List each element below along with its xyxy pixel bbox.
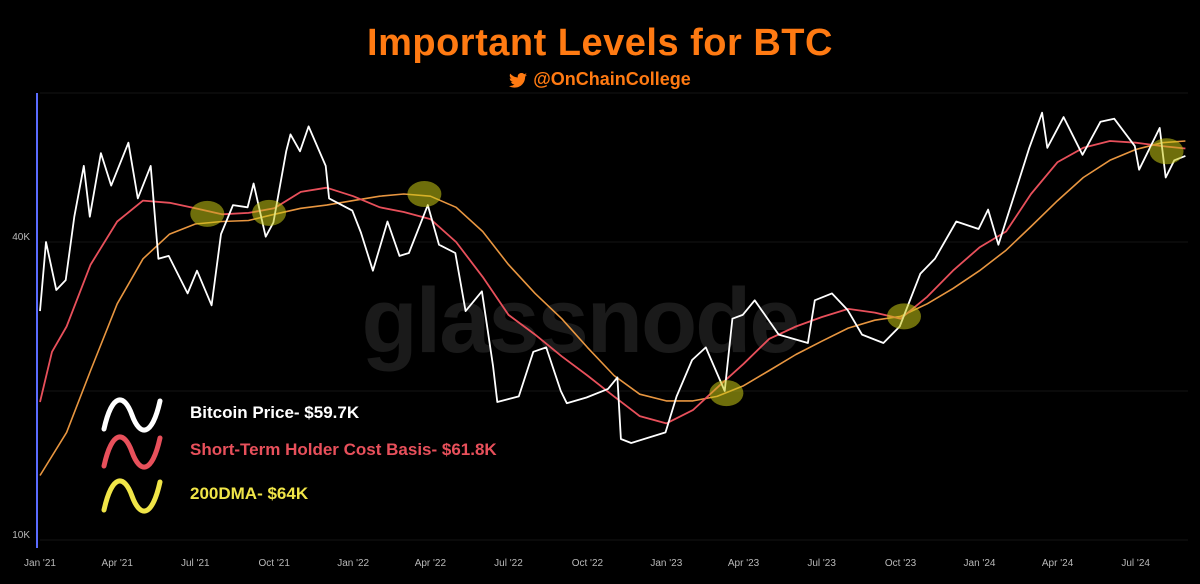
wave-icon [101, 397, 163, 433]
x-tick-label: Oct '23 [885, 558, 917, 569]
chart-title: Important Levels for BTC [367, 22, 833, 64]
x-tick-label: Apr '22 [415, 558, 447, 569]
x-tick-label: Oct '22 [572, 558, 604, 569]
x-tick-label: Jan '21 [24, 558, 56, 569]
y-tick-label: 40K [12, 232, 30, 243]
y-tick-labels: 10K 40K [12, 232, 30, 541]
x-tick-label: Jul '23 [807, 558, 836, 569]
x-tick-label: Jul '21 [181, 558, 210, 569]
x-tick-labels: Jan '21 Apr '21 Jul '21 Oct '21 Jan '22 Apr '… [24, 558, 1150, 569]
legend-label: Bitcoin Price- $59.7K [190, 403, 360, 422]
highlight-markers [190, 138, 1184, 407]
x-tick-label: Jan '24 [964, 558, 996, 569]
author-handle[interactable]: @OnChainCollege [0, 69, 1200, 93]
x-tick-label: Jan '22 [337, 558, 369, 569]
x-tick-label: Oct '21 [259, 558, 291, 569]
wave-icon [101, 478, 163, 514]
x-tick-label: Apr '21 [102, 558, 134, 569]
handle-text: @OnChainCollege [533, 69, 691, 89]
legend-label: 200DMA- $64K [190, 484, 309, 503]
x-tick-label: Apr '24 [1042, 558, 1074, 569]
x-tick-label: Jul '22 [494, 558, 523, 569]
y-tick-label: 10K [12, 530, 30, 541]
x-tick-label: Jul '24 [1121, 558, 1150, 569]
gridlines [40, 92, 1188, 541]
x-tick-label: Jan '23 [650, 558, 682, 569]
x-tick-label: Apr '23 [728, 558, 760, 569]
highlight-marker [709, 380, 744, 407]
highlight-marker [190, 200, 225, 227]
watermark: glassnode [361, 270, 798, 372]
highlight-marker [252, 199, 287, 226]
legend-label: Short-Term Holder Cost Basis- $61.8K [190, 440, 497, 459]
highlight-marker [407, 181, 442, 208]
wave-icon [101, 434, 163, 470]
highlight-marker [1149, 138, 1184, 165]
highlight-marker [887, 303, 922, 330]
series-line-0 [39, 111, 1186, 444]
series-line-2 [39, 140, 1186, 476]
twitter-bird-icon [509, 72, 528, 93]
